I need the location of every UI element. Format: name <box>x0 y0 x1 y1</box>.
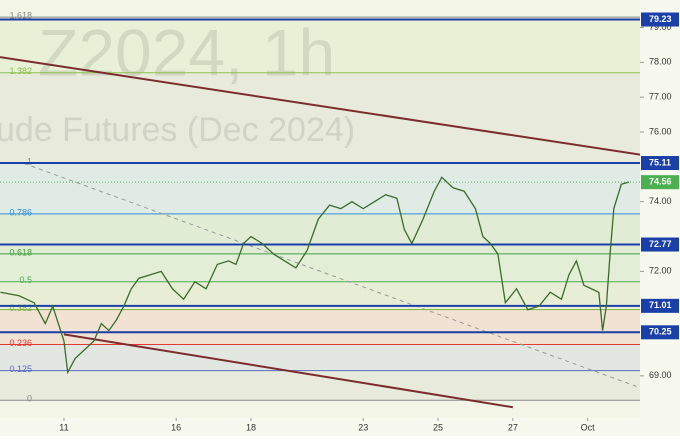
price-label: 75.11 <box>649 157 671 167</box>
last-price-label: 74.56 <box>649 177 672 187</box>
fib-band <box>0 213 640 254</box>
price-label: 71.01 <box>649 300 672 310</box>
watermark: Z2024, 1h <box>38 15 335 89</box>
price-label-box <box>641 237 679 252</box>
x-tick-label: 18 <box>246 422 256 432</box>
y-tick-label: 69.00 <box>649 370 672 380</box>
fib-label: 1 <box>27 156 32 166</box>
fib-label: 1.382 <box>9 66 32 76</box>
y-tick-label: 72.00 <box>649 266 672 276</box>
price-label-box <box>641 325 679 340</box>
y-tick-label: 76.00 <box>649 126 672 136</box>
x-tick-label: 27 <box>508 422 518 432</box>
fib-label: 1.618 <box>9 10 32 20</box>
trendline <box>0 56 641 156</box>
last-price-box <box>641 175 679 190</box>
fib-label: 0.382 <box>9 303 32 313</box>
fib-label: 0.125 <box>9 364 32 374</box>
price-line-series <box>0 176 629 375</box>
fib-label: 0.786 <box>9 207 32 217</box>
x-tick-label: 16 <box>171 422 181 432</box>
watermark: ude Futures (Dec 2024) <box>0 111 355 149</box>
fib-band <box>0 253 640 282</box>
y-tick-label: 77.00 <box>649 92 672 102</box>
price-label: 70.25 <box>649 327 672 337</box>
price-label-box <box>641 156 679 171</box>
fib-label: 0 <box>27 394 32 404</box>
price-label: 72.77 <box>649 239 672 249</box>
price-label-box <box>641 298 679 313</box>
fib-label: 0.236 <box>9 338 32 348</box>
y-tick-label: 78.00 <box>649 57 672 67</box>
trendline <box>23 162 641 389</box>
fib-label: 0.5 <box>19 275 32 285</box>
time-axis-area <box>0 418 640 436</box>
y-tick-label: 74.00 <box>649 196 672 206</box>
fib-band <box>0 72 640 164</box>
fib-band <box>0 344 640 371</box>
price-label: 79.23 <box>649 14 672 24</box>
price-axis-area <box>640 0 680 436</box>
price-label-box <box>641 12 679 27</box>
x-tick-label: Oct <box>581 422 596 432</box>
fib-label: 0.618 <box>9 247 32 257</box>
x-tick-label: 11 <box>59 422 68 432</box>
x-tick-label: 23 <box>358 422 368 432</box>
fib-band <box>0 17 640 73</box>
y-tick-label: 79.00 <box>649 22 672 32</box>
trendline <box>63 333 513 409</box>
fib-band <box>0 309 640 345</box>
fib-band <box>0 163 640 214</box>
x-tick-label: 25 <box>433 422 443 432</box>
